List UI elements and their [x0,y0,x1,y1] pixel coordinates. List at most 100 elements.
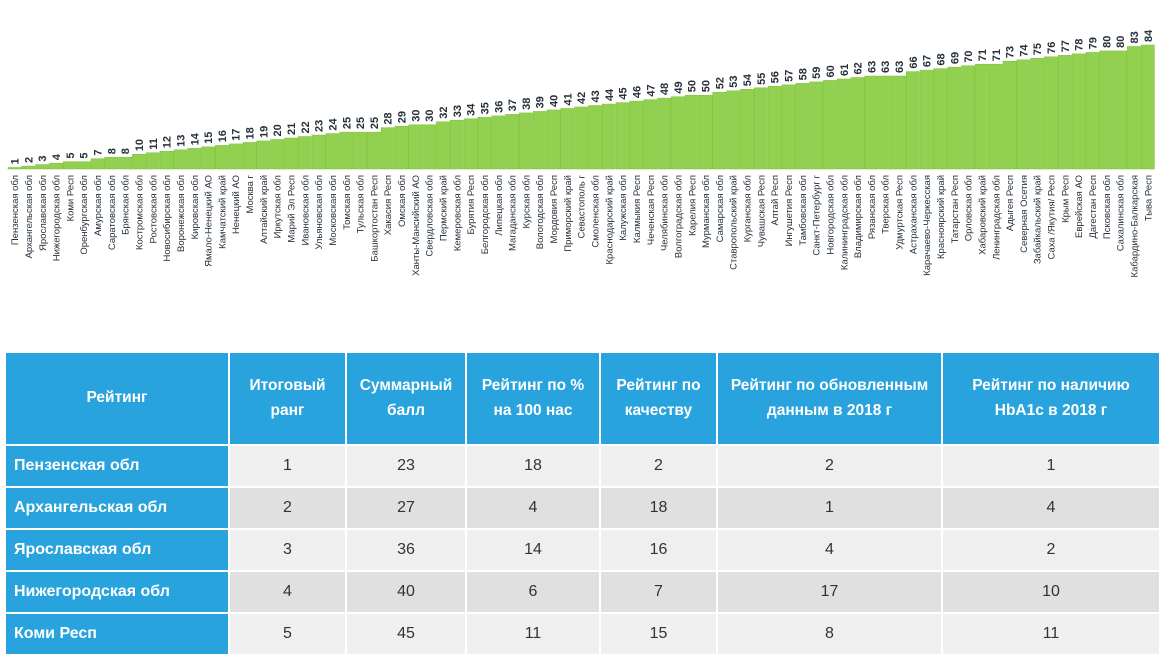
cell-rating-percent: 14 [465,528,601,572]
cell-final-rank: 2 [228,486,347,530]
table-row: Коми Респ 5 45 11 15 8 11 [4,612,1161,656]
bar [1030,58,1045,170]
bar [1002,60,1017,170]
bar [256,140,271,170]
bar [63,161,77,170]
category-label: Новосибирская обл [162,175,173,261]
category-label: Ульяновская обл [314,175,325,250]
category-label: Калининградская обл [839,175,850,270]
cell-total-score: 36 [345,528,467,572]
data-label: 77 [1060,40,1072,52]
category-label: Псковская обл [1102,175,1113,239]
data-label: 76 [1046,42,1058,54]
bar [698,94,713,170]
cell-rating-hba1c: 4 [941,486,1161,530]
category-label: Томская обл [342,175,353,230]
bar [906,71,920,170]
bar [228,143,243,170]
data-label: 80 [1115,36,1127,48]
bar [367,131,381,170]
bar [491,115,506,170]
data-label: 45 [618,87,630,99]
cell-rating-quality: 16 [599,528,718,572]
data-label: 43 [590,90,602,102]
category-label: Ростовская обл [148,175,159,243]
data-label: 58 [797,68,809,80]
header-final-rank: Итоговый ранг [228,351,347,446]
bar [242,142,257,170]
category-label: Ивановская обл [300,175,311,246]
category-label: Чувашская Респ [756,175,767,247]
cell-total-score: 40 [345,570,467,614]
cell-rating-hba1c: 11 [941,612,1161,656]
data-label: 25 [369,117,381,129]
bar [657,97,671,170]
category-label: Башкортостан Респ [369,175,380,262]
data-label: 8 [120,148,132,154]
data-label: 38 [521,98,533,110]
header-rating-hba1c: Рейтинг по наличию HbA1c в 2018 г [941,351,1161,446]
data-label: 50 [701,80,713,92]
category-label: Владимирская обл [853,175,864,258]
bar [118,156,133,170]
cell-rating-hba1c: 1 [941,444,1161,488]
data-label: 23 [314,120,326,132]
data-label: 19 [258,126,270,138]
data-label: 4 [51,153,63,160]
data-label: 32 [438,107,450,119]
data-label: 33 [452,105,464,117]
bar [767,86,782,170]
category-label: Самарская обл [715,175,726,242]
data-label: 79 [1088,37,1100,49]
category-label: Красноярский край [936,175,947,259]
bar [712,91,727,170]
bar [560,108,575,170]
category-label: Волгоградская обл [673,175,684,258]
data-label: 41 [562,93,574,105]
cell-rating-percent: 11 [465,612,601,656]
data-label: 70 [963,50,975,62]
cell-rating-updated-data: 17 [716,570,943,614]
data-label: 78 [1074,39,1086,51]
cell-rating-updated-data: 4 [716,528,943,572]
bar [1099,50,1114,170]
data-label: 36 [493,101,505,113]
bar [671,96,685,170]
category-label: Омская обл [397,175,408,227]
bar [1071,53,1086,170]
region-name: Ярославская обл [4,528,230,572]
data-label: 14 [189,132,201,145]
category-label: Московская обл [328,175,339,246]
category-label: Алтай Респ [770,175,781,225]
category-label: Мордовия Респ [549,175,560,243]
bar [284,137,298,170]
data-label: 47 [645,84,657,96]
table-row: Ярославская обл 3 36 14 16 4 2 [4,528,1161,572]
bar [629,100,644,170]
bar [215,145,229,170]
data-label: 5 [65,152,77,158]
cell-rating-quality: 18 [599,486,718,530]
data-label: 21 [286,123,298,135]
bar [1085,52,1100,170]
data-label: 42 [576,92,588,104]
data-label: 28 [383,112,395,124]
cell-rating-updated-data: 2 [716,444,943,488]
bar [325,133,340,170]
category-label: Саратовская обл [107,175,118,250]
bar [353,131,367,170]
bar [961,65,976,170]
data-label: 67 [922,55,934,67]
bar [684,94,699,170]
category-label: Рязанская обл [867,175,878,239]
cell-rating-percent: 4 [465,486,601,530]
category-label: Ярославская обл [38,175,49,251]
data-label: 52 [714,77,726,89]
bar [919,69,934,170]
data-label: 35 [479,102,491,114]
data-label: 71 [977,49,989,61]
cell-final-rank: 5 [228,612,347,656]
table-row: Нижегородская обл 4 40 6 7 17 10 [4,570,1161,614]
bar [933,68,948,170]
data-label: 63 [894,61,906,73]
